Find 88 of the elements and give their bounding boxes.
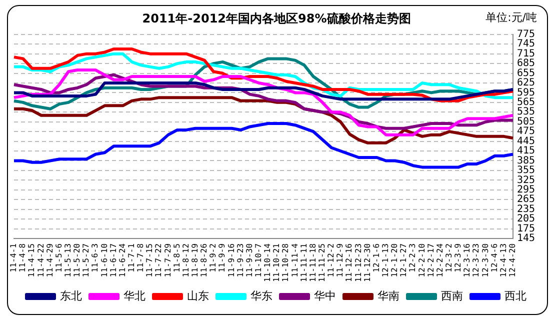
x-tick-label: 11-10-28: [281, 243, 290, 282]
x-tick-label: 11-6-10: [100, 243, 109, 278]
x-tick-label: 11-4-22: [36, 243, 46, 278]
legend-label: 山东: [187, 289, 209, 302]
x-tick-label: 11-12-2: [326, 243, 336, 278]
x-tick-label: 11-11-18: [308, 243, 318, 282]
y-tick-label: 715: [516, 48, 535, 60]
y-tick-label: 415: [516, 146, 535, 157]
x-tick-label: 11-8-19: [190, 243, 200, 278]
x-tick-label: 11-8-12: [181, 243, 190, 278]
x-tick-label: 11-7-8: [136, 243, 146, 272]
x-tick-label: 11-9-9: [218, 243, 227, 272]
legend-label: 华南: [378, 289, 400, 302]
y-tick-label: 295: [516, 184, 535, 196]
x-tick-label: 11-10-14: [263, 243, 272, 282]
legend-label: 华北: [124, 289, 146, 302]
y-tick-label: 175: [516, 223, 535, 234]
y-tick-label: 535: [516, 106, 535, 118]
x-tick-label: 11-4-1: [9, 243, 18, 272]
x-tick-label: 11-5-13: [64, 243, 73, 278]
legend-label: 华东: [250, 289, 272, 302]
x-tick-label: 11-8-26: [200, 243, 209, 278]
x-tick-label: 11-9-23: [236, 243, 245, 278]
y-tick-label: 145: [516, 233, 535, 244]
x-tick-label: 11-12-23: [354, 243, 363, 282]
x-tick-label: 11-11-25: [318, 243, 327, 282]
y-tick-label: 385: [516, 155, 535, 166]
legend-label: 西北: [504, 289, 526, 302]
x-tick-label: 11-5-6: [54, 243, 64, 272]
y-tick-label: 235: [516, 204, 535, 215]
x-tick-label: 12-3-30: [480, 243, 490, 278]
x-tick-label: 12-2-3: [408, 243, 418, 272]
x-tick-label: 11-11-11: [299, 243, 308, 282]
y-tick-label: 745: [516, 38, 535, 50]
x-tick-label: 11-9-30: [244, 243, 254, 278]
x-tick-label: 11-8-5: [172, 243, 182, 272]
x-tick-label: 12-1-13: [381, 243, 390, 278]
y-tick-label: 445: [516, 136, 535, 147]
x-tick-label: 11-9-2: [208, 243, 218, 272]
x-tick-label: 11-6-17: [108, 243, 118, 278]
x-tick-label: 12-3-16: [462, 243, 472, 278]
x-tick-label: 11-7-1: [127, 243, 136, 272]
x-tick-label: 12-4-6: [490, 243, 499, 272]
y-tick-label: 325: [516, 174, 535, 186]
x-tick-label: 11-6-3: [90, 243, 100, 272]
legend-label: 华中: [314, 289, 336, 302]
y-tick-label: 625: [516, 78, 535, 89]
y-tick-label: 505: [516, 116, 535, 128]
x-tick-label: 11-4-8: [18, 243, 28, 272]
x-tick-label: 11-12-30: [362, 243, 372, 282]
x-tick-label: 11-6-24: [118, 243, 127, 278]
x-tick-label: 12-2-17: [426, 243, 436, 278]
x-tick-label: 12-1-27: [399, 243, 408, 278]
x-tick-label: 11-12-16: [344, 243, 354, 282]
x-tick-label: 12-3-23: [472, 243, 481, 278]
x-tick-label: 12-4-20: [508, 243, 518, 278]
x-tick-label: 11-10-7: [254, 243, 264, 278]
y-tick-label: 475: [516, 126, 535, 138]
x-tick-label: 12-3-9: [454, 243, 463, 272]
x-tick-label: 12-2-10: [417, 243, 426, 278]
x-tick-label: 11-9-16: [226, 243, 236, 278]
y-tick-label: 655: [516, 68, 535, 79]
x-tick-label: 11-11-4: [290, 243, 300, 278]
y-tick-label: 685: [516, 58, 535, 70]
y-tick-label: 565: [516, 97, 535, 108]
x-tick-label: 12-3-2: [444, 243, 454, 272]
x-tick-label: 12-1-6: [372, 243, 381, 272]
y-tick-label: 355: [516, 165, 535, 176]
x-tick-label: 11-5-20: [72, 243, 82, 278]
y-tick-label: 775: [516, 28, 535, 40]
y-tick-label: 205: [516, 214, 535, 225]
legend-label: 东北: [60, 289, 82, 302]
x-tick-label: 12-4-13: [498, 243, 508, 278]
legend-label: 西南: [441, 289, 463, 302]
x-tick-label: 11-4-29: [45, 243, 54, 278]
x-tick-label: 12-2-24: [435, 243, 444, 278]
x-tick-label: 11-7-29: [163, 243, 172, 278]
x-tick-label: 11-5-27: [82, 243, 91, 278]
x-tick-label: 11-7-22: [154, 243, 164, 278]
x-tick-label: 11-7-15: [145, 243, 154, 278]
y-tick-label: 595: [516, 87, 535, 98]
chart-title: 2011年-2012年国内各地区98%硫酸价格走势图: [142, 11, 411, 26]
x-tick-label: 11-10-21: [272, 243, 282, 282]
x-tick-label: 11-12-9: [336, 243, 345, 278]
x-tick-label: 12-1-20: [390, 243, 400, 278]
y-tick-label: 265: [516, 194, 535, 206]
x-tick-label: 11-4-15: [27, 243, 36, 278]
text: 单位:元/吨: [486, 10, 537, 25]
